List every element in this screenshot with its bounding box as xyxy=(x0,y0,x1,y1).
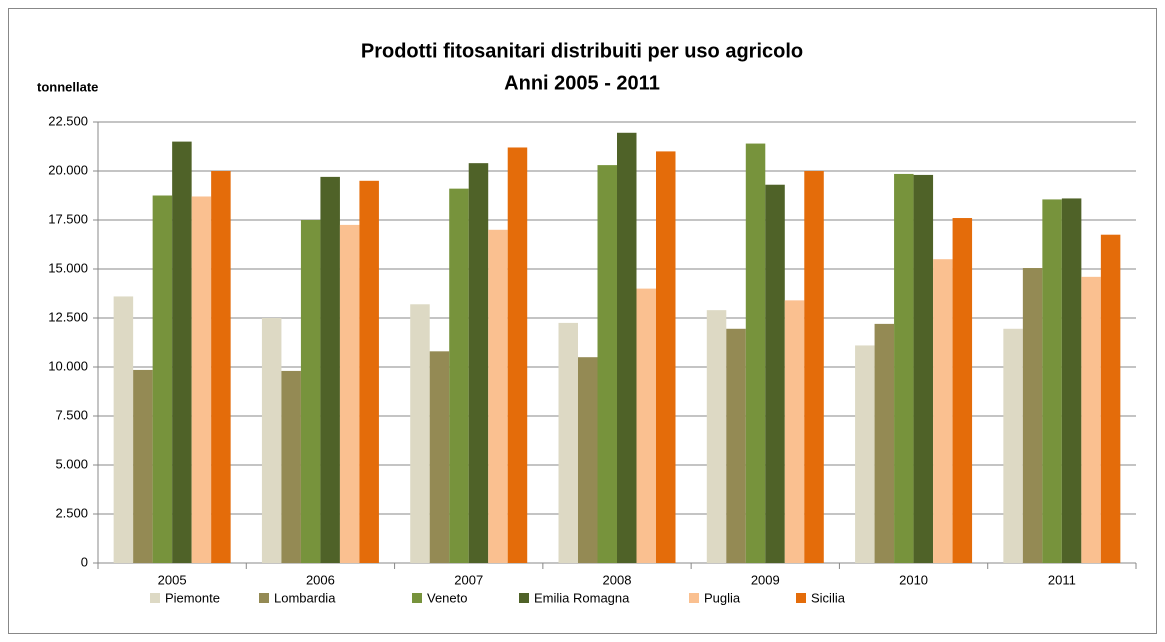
bar xyxy=(913,174,934,564)
bar xyxy=(261,318,282,563)
bar xyxy=(152,195,173,563)
chart-title: Prodotti fitosanitari distribuiti per us… xyxy=(361,40,803,62)
bar xyxy=(281,370,301,563)
bar xyxy=(172,141,192,563)
y-tick-label: 5.000 xyxy=(55,456,88,471)
x-tick-label: 2011 xyxy=(1048,572,1076,587)
bar xyxy=(558,322,578,563)
legend-swatch xyxy=(259,593,269,603)
bar xyxy=(578,357,598,563)
bar xyxy=(488,229,508,564)
y-axis-label: tonnellate xyxy=(37,79,98,94)
bar xyxy=(726,328,746,563)
legend-label: Piemonte xyxy=(165,590,220,605)
x-tick-label: 2009 xyxy=(751,572,780,587)
bar xyxy=(804,171,824,563)
x-tick-label: 2008 xyxy=(603,572,632,587)
legend-swatch xyxy=(689,593,699,603)
bar xyxy=(894,173,914,563)
bar xyxy=(765,184,785,563)
bar xyxy=(449,188,469,563)
y-tick-label: 10.000 xyxy=(48,358,88,373)
y-tick-label: 20.000 xyxy=(48,162,88,177)
bar xyxy=(1100,234,1121,563)
bar xyxy=(339,224,360,563)
bar xyxy=(706,310,727,563)
bar xyxy=(410,304,430,563)
bar xyxy=(133,369,153,563)
bar xyxy=(1081,276,1101,563)
y-tick-label: 12.500 xyxy=(48,309,88,324)
legend-swatch xyxy=(150,593,160,603)
legend-label: Emilia Romagna xyxy=(534,590,630,605)
bar xyxy=(855,345,875,563)
bar xyxy=(617,132,637,563)
x-tick-label: 2006 xyxy=(306,572,335,587)
x-tick-label: 2010 xyxy=(899,572,928,587)
bar xyxy=(874,323,895,563)
bar xyxy=(1061,198,1082,563)
y-tick-label: 22.500 xyxy=(48,113,88,128)
legend-label: Lombardia xyxy=(274,590,336,605)
legend-label: Sicilia xyxy=(811,590,846,605)
bar xyxy=(745,143,766,563)
legend-swatch xyxy=(412,593,422,603)
bar xyxy=(113,296,134,563)
y-tick-label: 17.500 xyxy=(48,211,88,226)
y-tick-label: 0 xyxy=(81,554,88,569)
bar xyxy=(784,300,805,563)
bar xyxy=(1003,328,1023,563)
bar xyxy=(656,151,676,563)
bar xyxy=(636,288,656,563)
bar xyxy=(429,351,450,563)
bar xyxy=(468,163,489,563)
bar xyxy=(1042,199,1062,564)
bar xyxy=(933,259,953,563)
bar xyxy=(320,176,340,563)
bar xyxy=(300,220,321,563)
legend-label: Puglia xyxy=(704,590,741,605)
bar xyxy=(597,165,617,563)
bar xyxy=(952,218,973,564)
chart-subtitle: Anni 2005 - 2011 xyxy=(504,72,660,94)
y-tick-label: 2.500 xyxy=(55,505,88,520)
legend-swatch xyxy=(519,593,529,603)
bar xyxy=(507,147,528,564)
legend-label: Veneto xyxy=(427,590,468,605)
y-tick-label: 7.500 xyxy=(55,407,88,422)
y-tick-label: 15.000 xyxy=(48,260,88,275)
bar xyxy=(191,196,212,564)
x-tick-label: 2007 xyxy=(454,572,483,587)
legend-swatch xyxy=(796,593,806,603)
bar xyxy=(359,180,379,564)
x-tick-label: 2005 xyxy=(158,572,187,587)
bar xyxy=(211,171,231,563)
bar xyxy=(1022,268,1043,563)
